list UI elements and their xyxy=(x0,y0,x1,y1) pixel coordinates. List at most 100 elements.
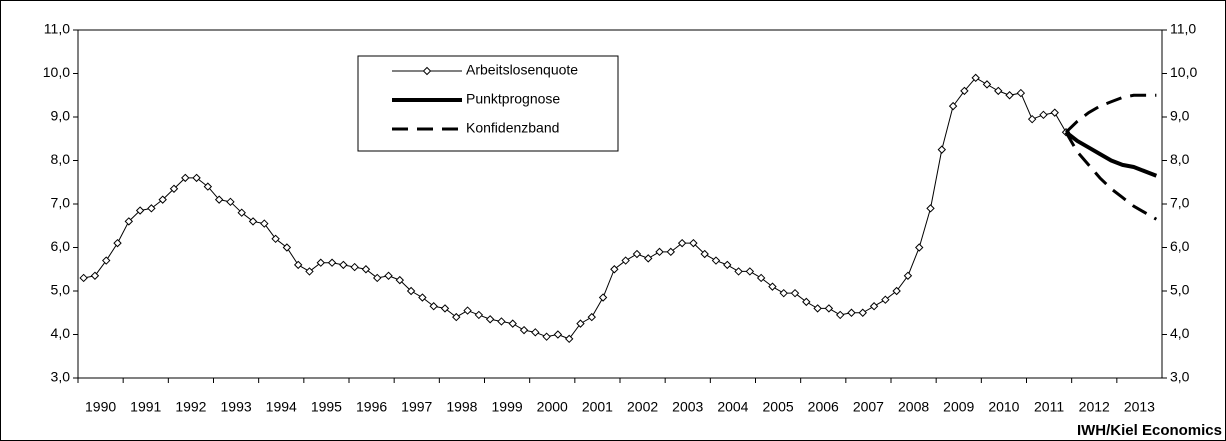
y2-tick-label: 7,0 xyxy=(1170,195,1190,211)
point-marker xyxy=(452,312,461,322)
x-tick-label: 1993 xyxy=(221,399,252,415)
point-marker xyxy=(982,80,992,89)
point-marker xyxy=(700,249,709,259)
series-line xyxy=(1064,93,1157,134)
point-marker xyxy=(135,206,145,215)
y2-tick-label: 9,0 xyxy=(1170,108,1190,124)
point-marker xyxy=(824,304,834,313)
point-marker xyxy=(79,273,88,283)
point-marker xyxy=(564,334,574,344)
y2-tick-label: 8,0 xyxy=(1170,151,1190,167)
point-marker xyxy=(192,173,201,183)
legend xyxy=(357,55,619,152)
y2-tick-label: 5,0 xyxy=(1170,282,1190,298)
point-marker xyxy=(802,297,811,307)
y-tick-label: 4,0 xyxy=(51,325,71,341)
point-marker xyxy=(305,267,314,276)
point-marker xyxy=(971,73,980,83)
point-marker xyxy=(813,304,822,313)
x-tick-label: 2008 xyxy=(898,399,929,415)
x-tick-label: 2012 xyxy=(1079,399,1110,415)
x-tick-label: 1997 xyxy=(401,399,432,415)
point-marker xyxy=(327,258,337,267)
y2-tick-label: 3,0 xyxy=(1170,369,1190,385)
point-marker xyxy=(474,310,484,320)
y2-tick-label: 4,0 xyxy=(1170,325,1190,341)
point-marker xyxy=(429,302,438,311)
point-marker xyxy=(937,145,947,154)
x-tick-label: 2011 xyxy=(1034,399,1064,415)
x-tick-label: 1992 xyxy=(175,399,206,415)
x-tick-label: 2001 xyxy=(582,399,613,415)
point-marker xyxy=(113,238,122,248)
point-marker xyxy=(711,256,721,265)
x-tick-label: 2000 xyxy=(537,399,568,415)
point-marker xyxy=(835,310,845,320)
point-marker xyxy=(181,173,190,183)
point-marker xyxy=(203,182,213,191)
point-marker xyxy=(237,208,246,217)
point-marker xyxy=(779,288,788,298)
y-tick-label: 3,0 xyxy=(51,369,71,385)
point-marker xyxy=(632,249,642,259)
point-marker xyxy=(1050,108,1059,117)
point-marker xyxy=(756,273,766,283)
point-marker xyxy=(926,204,935,213)
point-marker xyxy=(519,325,529,335)
point-marker xyxy=(960,86,969,96)
y2-tick-label: 10,0 xyxy=(1170,64,1197,80)
point-marker xyxy=(508,319,517,328)
point-marker xyxy=(644,254,653,263)
point-marker xyxy=(677,238,687,248)
point-marker xyxy=(169,184,179,193)
x-tick-label: 2004 xyxy=(717,399,748,415)
point-marker xyxy=(587,312,596,322)
y-tick-label: 11,0 xyxy=(44,21,70,37)
x-tick-label: 1999 xyxy=(492,399,523,415)
x-tick-label: 2003 xyxy=(672,399,703,415)
y2-tick-label: 11,0 xyxy=(1170,21,1196,37)
point-marker xyxy=(892,286,901,296)
point-marker xyxy=(316,258,325,267)
x-tick-label: 1990 xyxy=(85,399,116,415)
y-tick-label: 10,0 xyxy=(43,64,70,80)
y-tick-label: 9,0 xyxy=(51,108,71,124)
y2-tick-label: 6,0 xyxy=(1170,238,1190,254)
point-marker xyxy=(610,265,619,274)
point-marker xyxy=(497,317,506,326)
y-tick-label: 7,0 xyxy=(51,195,71,211)
point-marker xyxy=(655,247,664,257)
y-tick-label: 6,0 xyxy=(51,238,71,254)
x-tick-label: 2002 xyxy=(627,399,658,415)
source: IWH/Kiel Economics xyxy=(1077,422,1222,439)
point-marker xyxy=(282,243,292,252)
point-marker xyxy=(994,86,1003,96)
point-marker xyxy=(158,195,167,204)
point-marker xyxy=(293,260,303,270)
point-marker xyxy=(881,295,890,304)
point-marker xyxy=(1039,110,1048,120)
x-tick-label: 1994 xyxy=(266,399,297,415)
point-marker xyxy=(598,293,608,302)
point-marker xyxy=(542,332,551,341)
point-marker xyxy=(147,204,156,213)
x-tick-label: 1991 xyxy=(130,399,161,415)
series-line-lower xyxy=(1064,131,1158,221)
x-tick-label: 1998 xyxy=(446,399,477,415)
point-marker xyxy=(869,302,879,311)
point-marker xyxy=(463,306,472,315)
series-line xyxy=(1064,130,1158,178)
point-marker xyxy=(214,195,224,204)
point-marker xyxy=(948,101,958,111)
legend-label: Konfidenzband xyxy=(466,120,559,136)
point-marker xyxy=(847,308,856,317)
point-marker xyxy=(260,219,269,228)
x-tick-label: 2010 xyxy=(988,399,1019,415)
point-marker xyxy=(418,293,427,302)
point-marker xyxy=(384,271,393,280)
y-tick-label: 8,0 xyxy=(51,151,71,167)
point-marker xyxy=(440,304,450,313)
point-marker xyxy=(1005,91,1014,100)
y-tick-label: 5,0 xyxy=(51,282,71,298)
x-tick-label: 1995 xyxy=(311,399,342,415)
